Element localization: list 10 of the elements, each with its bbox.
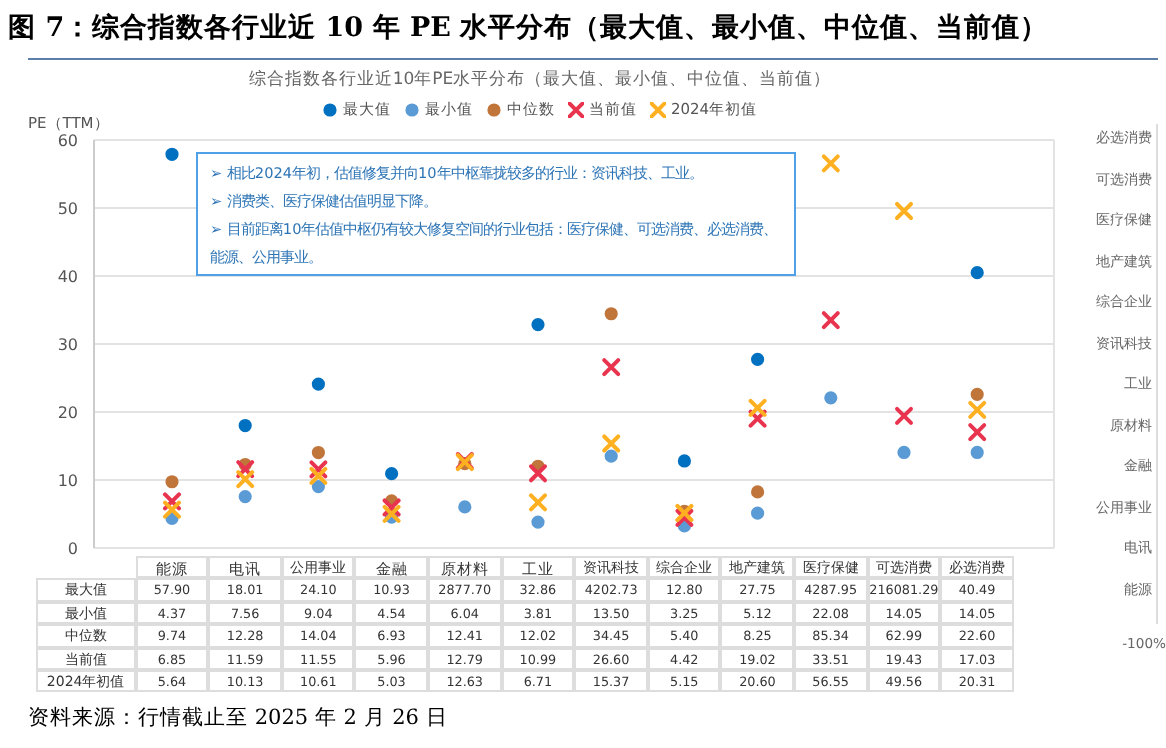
y-tick-label: 0 [67,539,78,558]
chart-subtitle: 综合指数各行业近10年PE水平分布（最大值、最小值、中位值、当前值） [246,68,834,92]
y-tick-label: 10 [57,471,78,490]
text: 资料来源：行情截止至 2025 年 2 月 26 日 [28,704,448,732]
chart-title: 图 7：综合指数各行业近 10 年 PE 水平分布（最大值、最小值、中位值、当前值） [8,10,1049,46]
y-tick-label: 40 [57,267,78,286]
y-tick-label: 20 [57,403,78,422]
y-tick-label: 30 [57,335,78,354]
y-tick-label: 50 [57,199,78,218]
y-tick-label: 60 [57,131,78,150]
